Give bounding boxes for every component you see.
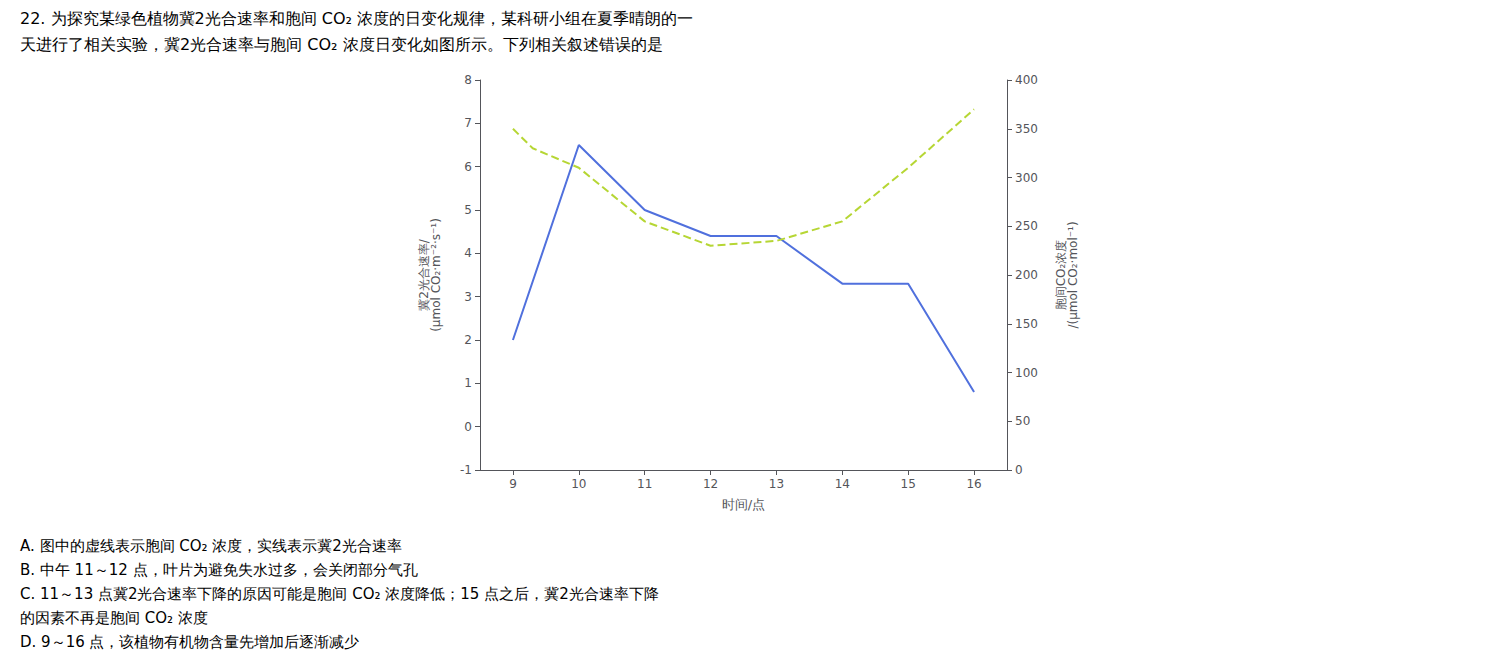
svg-text:9: 9 bbox=[509, 477, 517, 491]
svg-text:150: 150 bbox=[1015, 317, 1038, 331]
svg-text:12: 12 bbox=[703, 477, 718, 491]
svg-text:天进行了相关实验，冀2光合速率与胞间 CO₂ 浓度日变化如图: 天进行了相关实验，冀2光合速率与胞间 CO₂ 浓度日变化如图所示。下列相关叙述错… bbox=[20, 35, 663, 54]
svg-text:6: 6 bbox=[464, 160, 472, 174]
svg-text:14: 14 bbox=[835, 477, 850, 491]
svg-text:400: 400 bbox=[1015, 73, 1038, 87]
svg-text:的因素不再是胞间 CO₂ 浓度: 的因素不再是胞间 CO₂ 浓度 bbox=[20, 609, 208, 627]
svg-text:B. 中午 11～12 点，叶片为避免失水过多，会关闭部分气: B. 中午 11～12 点，叶片为避免失水过多，会关闭部分气孔 bbox=[20, 561, 418, 579]
svg-text:D. 9～16 点，该植物有机物含量先增加后逐渐减少: D. 9～16 点，该植物有机物含量先增加后逐渐减少 bbox=[20, 633, 360, 651]
svg-text:13: 13 bbox=[769, 477, 784, 491]
svg-text:(μmol CO₂·m⁻²·s⁻¹): (μmol CO₂·m⁻²·s⁻¹) bbox=[429, 218, 443, 332]
svg-text:100: 100 bbox=[1015, 366, 1038, 380]
svg-text:5: 5 bbox=[464, 203, 472, 217]
svg-text:11: 11 bbox=[637, 477, 652, 491]
svg-text:22. 为探究某绿色植物冀2光合速率和胞间 CO₂ 浓度的日: 22. 为探究某绿色植物冀2光合速率和胞间 CO₂ 浓度的日变化规律，某科研小组… bbox=[20, 9, 693, 28]
svg-text:15: 15 bbox=[901, 477, 916, 491]
svg-text:350: 350 bbox=[1015, 122, 1038, 136]
svg-text:胞间CO₂浓度: 胞间CO₂浓度 bbox=[1054, 239, 1068, 311]
svg-text:C. 11～13 点冀2光合速率下降的原因可能是胞间 CO₂: C. 11～13 点冀2光合速率下降的原因可能是胞间 CO₂ 浓度降低；15 点… bbox=[20, 585, 659, 603]
svg-text:-1: -1 bbox=[460, 463, 472, 477]
svg-text:3: 3 bbox=[464, 290, 472, 304]
svg-text:300: 300 bbox=[1015, 171, 1038, 185]
svg-text:/(μmol CO₂·mol⁻¹): /(μmol CO₂·mol⁻¹) bbox=[1066, 221, 1080, 328]
svg-text:10: 10 bbox=[571, 477, 586, 491]
svg-text:7: 7 bbox=[464, 116, 472, 130]
svg-text:50: 50 bbox=[1015, 414, 1030, 428]
svg-text:200: 200 bbox=[1015, 268, 1038, 282]
svg-text:冀2光合速率/: 冀2光合速率/ bbox=[417, 239, 431, 311]
svg-text:1: 1 bbox=[464, 376, 472, 390]
svg-text:8: 8 bbox=[464, 73, 472, 87]
svg-text:A. 图中的虚线表示胞间 CO₂ 浓度，实线表示冀2光合速率: A. 图中的虚线表示胞间 CO₂ 浓度，实线表示冀2光合速率 bbox=[20, 537, 402, 555]
svg-text:时间/点: 时间/点 bbox=[722, 497, 765, 512]
svg-text:16: 16 bbox=[966, 477, 981, 491]
svg-text:250: 250 bbox=[1015, 219, 1038, 233]
svg-text:4: 4 bbox=[464, 246, 472, 260]
svg-text:0: 0 bbox=[1015, 463, 1023, 477]
svg-text:0: 0 bbox=[464, 420, 472, 434]
svg-text:2: 2 bbox=[464, 333, 472, 347]
